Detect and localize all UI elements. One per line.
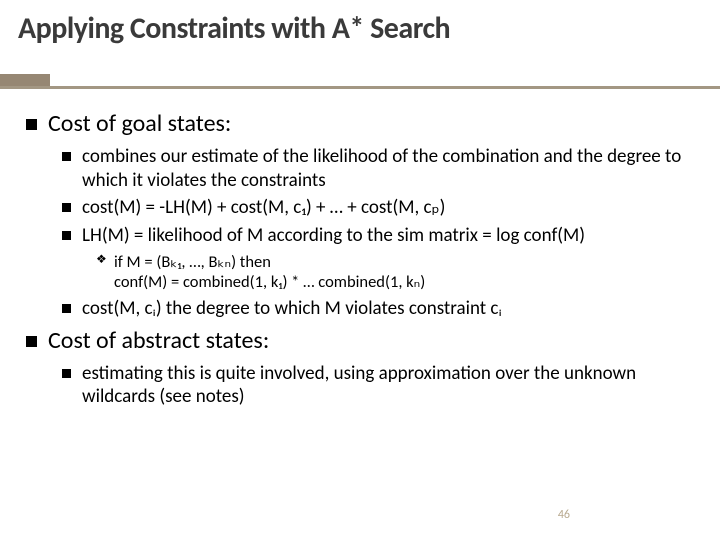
list-item: if M = (Bₖ₁, …, Bₖₙ) then conf(M) = comb… xyxy=(96,252,708,293)
list-item: estimating this is quite involved, using… xyxy=(62,362,708,410)
list-item: combines our estimate of the likelihood … xyxy=(62,145,708,193)
bullet-text: cost(M) = -LH(M) + cost(M, c₁) + … + cos… xyxy=(82,196,445,219)
title-rule-line xyxy=(0,86,720,89)
title-rule-tab xyxy=(0,74,50,86)
list-item: Cost of abstract states: estimating this… xyxy=(24,327,708,409)
list-item: Cost of goal states: combines our estima… xyxy=(24,110,708,321)
bullet-text: LH(M) = likelihood of M according to the… xyxy=(82,224,585,247)
list-item: cost(M, cᵢ) the degree to which M violat… xyxy=(62,297,708,321)
list-item: cost(M) = -LH(M) + cost(M, c₁) + … + cos… xyxy=(62,196,708,220)
bullet-list-level3: if M = (Bₖ₁, …, Bₖₙ) then conf(M) = comb… xyxy=(96,252,708,293)
bullet-text: estimating this is quite involved, using… xyxy=(82,362,636,409)
bullet-list-level2: estimating this is quite involved, using… xyxy=(62,362,708,410)
bullet-text: cost(M, cᵢ) the degree to which M violat… xyxy=(82,297,502,320)
slide-title: Applying Constraints with A* Search xyxy=(18,10,702,47)
slide-body: Cost of goal states: combines our estima… xyxy=(24,110,708,415)
bullet-text: conf(M) = combined(1, k₁) * … combined(1… xyxy=(114,272,425,292)
bullet-list-level2: combines our estimate of the likelihood … xyxy=(62,145,708,321)
page-number: 46 xyxy=(558,508,570,522)
slide: Applying Constraints with A* Search Cost… xyxy=(0,0,720,540)
bullet-list-level1: Cost of goal states: combines our estima… xyxy=(24,110,708,409)
bullet-text: Cost of abstract states: xyxy=(48,326,269,355)
list-item: LH(M) = likelihood of M according to the… xyxy=(62,224,708,293)
bullet-text: combines our estimate of the likelihood … xyxy=(82,145,681,192)
bullet-text: Cost of goal states: xyxy=(48,109,231,138)
bullet-text: if M = (Bₖ₁, …, Bₖₙ) then xyxy=(114,252,271,272)
